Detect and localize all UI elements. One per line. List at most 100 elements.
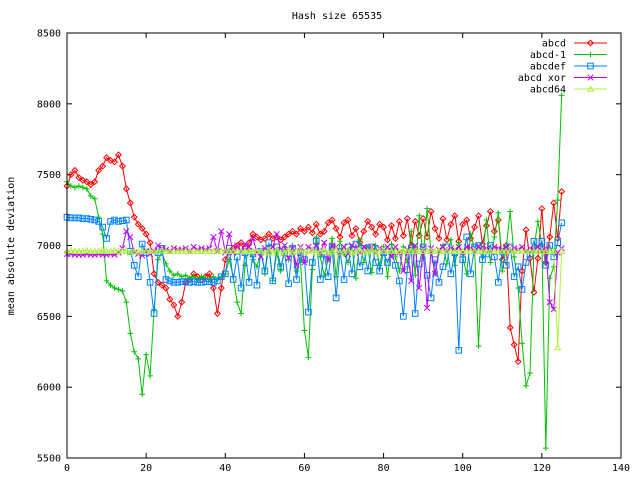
data-point: [174, 247, 182, 254]
data-point: [340, 219, 348, 227]
data-point: [245, 279, 253, 286]
data-point: [522, 247, 530, 254]
data-point: [210, 273, 217, 280]
data-point: [111, 285, 118, 291]
data-point: [79, 215, 87, 222]
data-point: [316, 276, 324, 283]
data-point: [297, 256, 304, 263]
data-point: [328, 216, 336, 224]
data-point: [106, 247, 115, 254]
data-point: [261, 234, 269, 242]
data-point: [154, 247, 162, 254]
data-point: [348, 270, 356, 278]
data-point: [554, 239, 561, 246]
data-point: [491, 234, 498, 240]
data-point: [91, 178, 99, 186]
data-point: [285, 230, 293, 238]
y-axis-label: mean absolute deviation: [6, 177, 17, 315]
data-point: [479, 256, 486, 263]
data-point: [337, 238, 343, 245]
data-point: [135, 356, 142, 362]
data-point: [174, 312, 182, 320]
x-tick-label: 40: [219, 463, 231, 474]
data-point: [249, 230, 257, 238]
legend-label: abcdef: [530, 62, 566, 73]
data-point: [515, 285, 521, 291]
data-point: [435, 279, 443, 286]
data-point: [360, 227, 368, 235]
data-point: [229, 276, 237, 283]
data-point: [379, 247, 388, 254]
data-point: [325, 256, 332, 263]
data-point: [67, 246, 75, 254]
data-point: [463, 243, 470, 251]
data-point: [213, 309, 221, 318]
data-point: [214, 277, 221, 285]
data-point: [118, 247, 127, 254]
legend-label: abcd64: [530, 85, 566, 96]
data-point: [395, 247, 404, 254]
data-point: [146, 247, 154, 254]
data-point: [423, 247, 431, 254]
data-point: [475, 243, 482, 251]
data-point: [546, 299, 553, 306]
data-point: [119, 217, 126, 225]
data-point: [447, 220, 455, 228]
data-point: [455, 239, 462, 246]
data-point: [384, 236, 392, 244]
data-point: [546, 233, 554, 241]
data-point: [261, 267, 269, 275]
data-point: [277, 236, 285, 244]
data-point: [416, 284, 423, 292]
data-point: [368, 269, 375, 276]
legend-item: abcd-1: [530, 50, 607, 61]
data-point: [99, 223, 106, 231]
data-point: [123, 299, 130, 305]
data-point: [368, 245, 376, 253]
data-point: [209, 247, 218, 254]
data-point: [344, 216, 352, 224]
data-point: [527, 370, 533, 376]
legend-marker: [587, 51, 594, 58]
data-point: [427, 247, 435, 254]
data-point: [321, 272, 328, 279]
y-tick-label: 6000: [37, 383, 61, 394]
y-tick-label: 8000: [37, 99, 61, 110]
data-point: [523, 382, 529, 389]
data-point: [308, 245, 316, 253]
data-point: [206, 278, 213, 285]
data-point: [289, 227, 297, 235]
data-point: [376, 267, 383, 275]
data-point: [229, 247, 237, 254]
data-point: [158, 281, 166, 289]
data-point: [87, 215, 95, 223]
data-point: [467, 270, 474, 278]
data-point: [487, 259, 494, 266]
data-point: [491, 243, 498, 251]
data-point: [221, 247, 229, 254]
data-point: [205, 247, 214, 254]
data-point: [83, 215, 91, 222]
data-point: [68, 183, 74, 189]
data-point: [198, 279, 205, 286]
data-point: [217, 284, 225, 292]
data-point: [312, 220, 320, 228]
data-point: [491, 253, 498, 261]
data-point: [142, 230, 150, 238]
data-point: [130, 247, 138, 254]
data-point: [293, 262, 300, 269]
data-point: [391, 247, 400, 254]
y-tick-label: 8500: [37, 29, 61, 40]
data-point: [114, 247, 123, 254]
data-point: [412, 242, 419, 249]
data-point: [494, 247, 502, 254]
data-point: [313, 242, 320, 249]
data-point: [507, 208, 513, 215]
data-point: [107, 218, 114, 225]
data-point: [403, 215, 411, 223]
data-point: [146, 279, 154, 286]
y-tick-label: 7000: [37, 241, 61, 252]
legend-label: abcd: [542, 39, 566, 50]
data-point: [293, 268, 300, 274]
data-point: [499, 268, 506, 274]
